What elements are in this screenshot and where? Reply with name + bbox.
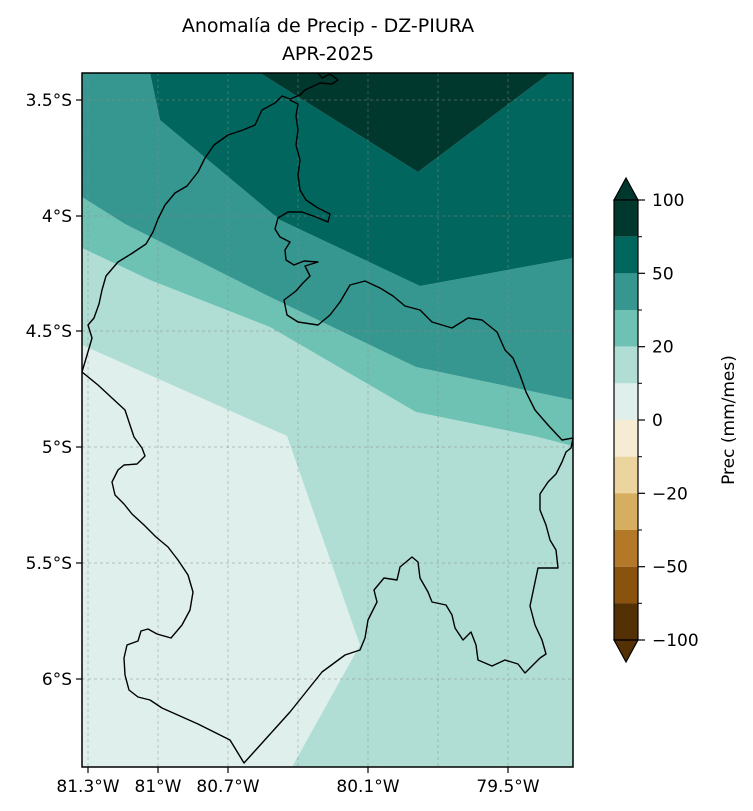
lat-tick-label: 4.5°S bbox=[26, 322, 72, 342]
colorbar-level bbox=[614, 456, 638, 494]
band-20-30 bbox=[82, 197, 573, 446]
colorbar-level bbox=[614, 566, 638, 604]
colorbar-tick-label: −50 bbox=[652, 558, 688, 578]
lon-tick-label: 81.3°W bbox=[56, 777, 119, 797]
lat-tick-label: 5.5°S bbox=[26, 554, 72, 574]
lat-tick-label: 6°S bbox=[42, 670, 72, 690]
axis-ticks bbox=[76, 99, 509, 773]
colorbar-level bbox=[614, 236, 638, 274]
contour-fill bbox=[82, 73, 573, 767]
colorbar-level bbox=[614, 273, 638, 310]
band-50-100 bbox=[150, 73, 573, 286]
band-30-50 bbox=[82, 73, 573, 400]
colorbar-tick-label: 100 bbox=[652, 191, 684, 211]
gridlines bbox=[82, 73, 573, 767]
lat-tick-label: 5°S bbox=[42, 438, 72, 458]
colorbar-tick-label: 50 bbox=[652, 264, 674, 284]
band-10-20 bbox=[82, 248, 573, 767]
colorbar-tick-label: 0 bbox=[652, 411, 663, 431]
colorbar: 100 50 20 0 −20 −50 −100 Prec (mm/mes) bbox=[612, 176, 739, 664]
colorbar-minor-ticks bbox=[638, 236, 642, 604]
colorbar-tick-label: −20 bbox=[652, 484, 688, 504]
colorbar-extend-top bbox=[612, 176, 640, 201]
colorbar-level bbox=[614, 200, 638, 237]
lat-tick-label: 3.5°S bbox=[26, 91, 72, 111]
colorbar-tick-label: −100 bbox=[652, 631, 699, 651]
lat-tick-label: 4°S bbox=[42, 207, 72, 227]
lon-tick-label: 80.1°W bbox=[336, 777, 399, 797]
colorbar-major-ticks bbox=[638, 199, 645, 641]
band-above-100 bbox=[260, 73, 550, 172]
colorbar-level bbox=[614, 420, 638, 457]
colorbar-level bbox=[614, 530, 638, 567]
colorbar-label: Prec (mm/mes) bbox=[719, 355, 739, 485]
colorbar-level bbox=[614, 310, 638, 347]
colorbar-level bbox=[614, 493, 638, 530]
map-frame bbox=[81, 72, 574, 768]
colorbar-tick-label: 20 bbox=[652, 338, 674, 358]
map-title: Anomalía de Precip - DZ-PIURA bbox=[182, 15, 474, 37]
map-panel: 81.3°W 81°W 80.7°W 80.1°W 79.5°W 3.5°S 4… bbox=[26, 72, 574, 797]
map-subtitle: APR-2025 bbox=[282, 43, 374, 65]
lon-tick-label: 79.5°W bbox=[476, 777, 539, 797]
colorbar-level bbox=[614, 346, 638, 384]
lon-tick-label: 80.7°W bbox=[196, 777, 259, 797]
region-boundary bbox=[82, 73, 573, 764]
colorbar-level bbox=[614, 603, 638, 640]
colorbar-level bbox=[614, 383, 638, 420]
lon-tick-label: 81°W bbox=[135, 777, 182, 797]
colorbar-extend-bottom bbox=[612, 639, 640, 664]
